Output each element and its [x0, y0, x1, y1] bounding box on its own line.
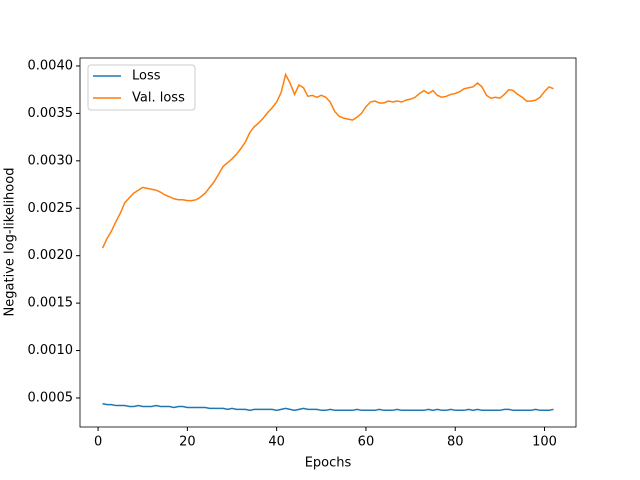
y-tick-label: 0.0040 [28, 58, 74, 73]
x-tick-label: 60 [358, 435, 375, 450]
y-tick-label: 0.0035 [28, 106, 74, 121]
plot-frame [79, 57, 577, 428]
y-tick-label: 0.0030 [28, 153, 74, 168]
y-tick-label: 0.0010 [28, 343, 74, 358]
y-tick-label: 0.0025 [28, 201, 74, 216]
series-line [101, 72, 554, 249]
legend-label: Val. loss [132, 91, 185, 106]
x-tick-label: 100 [532, 435, 557, 450]
y-tick-label: 0.0005 [28, 390, 74, 405]
x-tick-label: 20 [179, 435, 196, 450]
y-tick-label: 0.0020 [28, 248, 74, 263]
x-tick-label: 0 [94, 435, 102, 450]
y-axis-label: Negative log-likelihood [3, 168, 18, 317]
x-axis-label: Epochs [305, 456, 352, 471]
x-tick-label: 80 [447, 435, 464, 450]
series-line [102, 402, 554, 412]
x-tick-label: 40 [268, 435, 285, 450]
legend-label: Loss [132, 69, 161, 84]
y-tick-label: 0.0015 [28, 296, 74, 311]
